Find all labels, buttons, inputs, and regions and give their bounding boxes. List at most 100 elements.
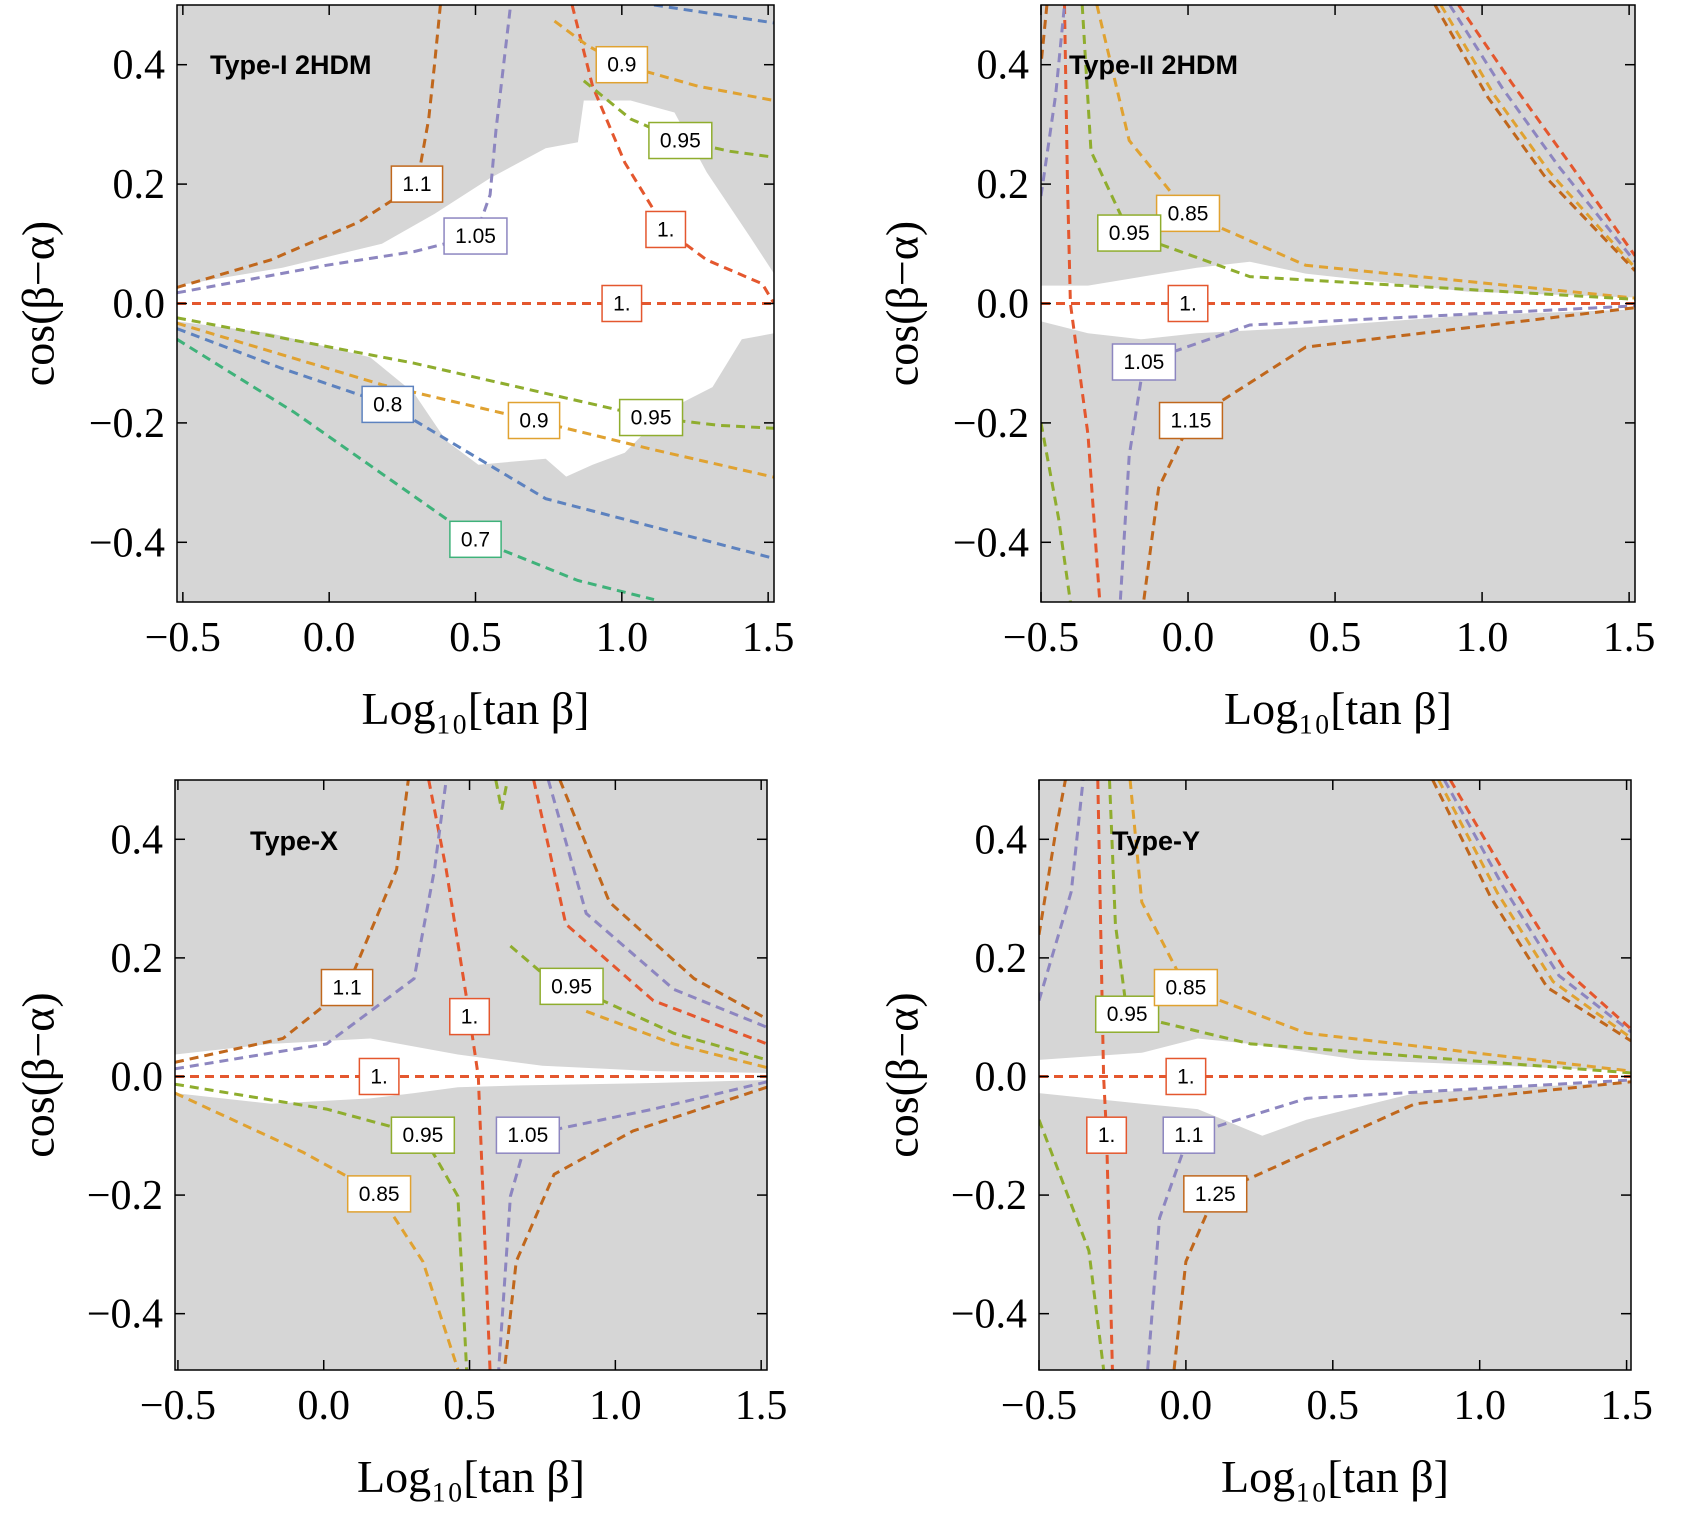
contour-label-text: 1. xyxy=(370,1065,388,1088)
contour-line xyxy=(1439,5,1635,269)
contour-line xyxy=(1437,780,1631,1040)
contour-label-text: 0.85 xyxy=(359,1183,400,1206)
contour-label-box xyxy=(449,997,491,1036)
x-axis-label: Log₁₀[tan β] xyxy=(1224,683,1452,734)
panel: 1.1 1.05 1. 1. 0.9 0.95 0.95 0.9 0.8 0.7 −0.5 0.0 0.… xyxy=(13,4,795,734)
contour-label-box xyxy=(595,45,649,84)
x-tick-label: 0.5 xyxy=(1309,615,1362,661)
y-tick-label: 0.0 xyxy=(977,282,1030,328)
x-tick-label: 1.5 xyxy=(742,615,795,661)
contour-label: 1. xyxy=(1165,1057,1207,1096)
plot-area: 1. 1. 0.95 0.85 1.1 1.25 xyxy=(1039,780,1631,1370)
contour-line xyxy=(1080,5,1635,301)
contour-label-text: 0.95 xyxy=(402,1124,443,1147)
contour-label-box xyxy=(618,398,684,437)
contour-label-text: 0.95 xyxy=(551,975,592,998)
contour-label-box xyxy=(495,1116,561,1154)
contour-line xyxy=(558,780,767,1021)
contour-label-box xyxy=(507,401,561,440)
y-axis-label: cos(β−α) xyxy=(13,992,64,1157)
x-tick-label: 1.0 xyxy=(1456,615,1509,661)
contour-line xyxy=(1457,5,1635,257)
contour-label-text: 1.05 xyxy=(507,1124,548,1147)
contour-label-box xyxy=(449,520,502,559)
panel-title: Type-I 2HDM xyxy=(210,50,372,80)
x-axis-label: Log₁₀[tan β] xyxy=(1221,1451,1449,1502)
contour-line xyxy=(1041,422,1072,602)
contour-label-box xyxy=(320,968,374,1007)
contour-label: 1.05 xyxy=(495,1116,561,1154)
y-tick-label: −0.4 xyxy=(951,1292,1027,1338)
contour-line xyxy=(1096,780,1114,1370)
x-tick-label: 0.0 xyxy=(303,615,356,661)
contour-label: 0.8 xyxy=(361,385,415,424)
contour-label-box xyxy=(1165,1057,1207,1096)
contour-label-box xyxy=(601,284,643,323)
x-tick-label: 0.5 xyxy=(443,1383,496,1429)
y-tick-label: −0.2 xyxy=(951,1173,1027,1219)
x-tick-label: −0.5 xyxy=(140,1383,216,1429)
contour-label-box xyxy=(390,1116,456,1154)
contour-line xyxy=(1146,1078,1631,1370)
contour-label-text: 1.1 xyxy=(1174,1124,1203,1147)
contour-line xyxy=(1431,780,1631,1043)
contour-line xyxy=(1443,780,1631,1034)
x-tick-label: 1.5 xyxy=(1603,615,1656,661)
panel-title: Type-II 2HDM xyxy=(1069,50,1238,80)
contour-line xyxy=(1039,1119,1106,1370)
y-tick-label: 0.0 xyxy=(113,282,166,328)
panel: 1. 1. 0.95 0.85 1.1 1.25 −0.5 0.0 0.5 1.0 1.5 −0.4 −… xyxy=(877,779,1653,1502)
y-tick-label: 0.2 xyxy=(975,936,1028,982)
contour-line xyxy=(653,5,774,25)
contour-label: 1.25 xyxy=(1183,1175,1248,1213)
contour-label: 0.95 xyxy=(618,398,684,437)
contour-label: 1.05 xyxy=(443,217,508,255)
contour-line xyxy=(175,1082,469,1370)
x-tick-label: 0.5 xyxy=(1307,1383,1360,1429)
contour-label-box xyxy=(1094,995,1160,1033)
contour-label-box xyxy=(648,121,713,160)
contour-label-box xyxy=(1183,1175,1248,1213)
panel-title: Type-X xyxy=(250,826,338,856)
contour-label-text: 0.9 xyxy=(519,410,548,433)
contour-label-text: 1. xyxy=(1177,1065,1195,1088)
contour-label-text: 0.95 xyxy=(1107,1003,1148,1026)
contour-line xyxy=(503,1085,767,1370)
y-axis-label: cos(β−α) xyxy=(877,992,928,1157)
contour-label: 1.05 xyxy=(1111,343,1177,381)
contour-label: 1. xyxy=(601,284,643,323)
y-tick-label: 0.4 xyxy=(113,43,166,89)
contour-line xyxy=(1041,5,1049,65)
panel: 1. 0.85 0.95 1.05 1.15 −0.5 0.0 0.5 1.0 1.5 −0.4 −0… xyxy=(877,4,1656,734)
contour-label-box xyxy=(1153,968,1219,1007)
x-tick-label: −0.5 xyxy=(145,615,221,661)
contour-line xyxy=(1039,780,1085,1002)
contour-label: 1.15 xyxy=(1158,401,1224,440)
plot-area: 1. 0.85 0.95 1.05 1.15 xyxy=(1041,5,1635,602)
contour-label: 0.95 xyxy=(539,967,604,1006)
y-tick-label: 0.2 xyxy=(113,162,166,208)
y-tick-label: 0.4 xyxy=(977,43,1030,89)
contour-label: 1. xyxy=(1086,1116,1128,1154)
x-tick-label: 1.0 xyxy=(596,615,649,661)
contour-label-box xyxy=(539,967,604,1006)
x-tick-label: 1.0 xyxy=(589,1383,642,1429)
contour-label-box xyxy=(645,210,687,249)
contour-label: 0.9 xyxy=(595,45,649,84)
contour-line xyxy=(1118,304,1635,600)
contour-label-text: 1.05 xyxy=(1123,351,1164,374)
contour-line xyxy=(1063,5,1102,602)
x-axis-label: Log₁₀[tan β] xyxy=(357,1451,585,1502)
contour-line xyxy=(177,321,774,479)
contour-line xyxy=(1039,780,1067,936)
contour-line xyxy=(177,327,774,560)
contour-label-box xyxy=(1097,214,1162,252)
plot-frame xyxy=(1038,779,1632,1371)
contour-label-text: 1. xyxy=(613,293,631,316)
contour-label-box xyxy=(346,1175,412,1213)
plot-frame xyxy=(174,779,768,1371)
y-axis-label: cos(β−α) xyxy=(13,221,64,386)
y-tick-label: −0.4 xyxy=(953,520,1029,566)
contour-line xyxy=(1449,780,1631,1031)
